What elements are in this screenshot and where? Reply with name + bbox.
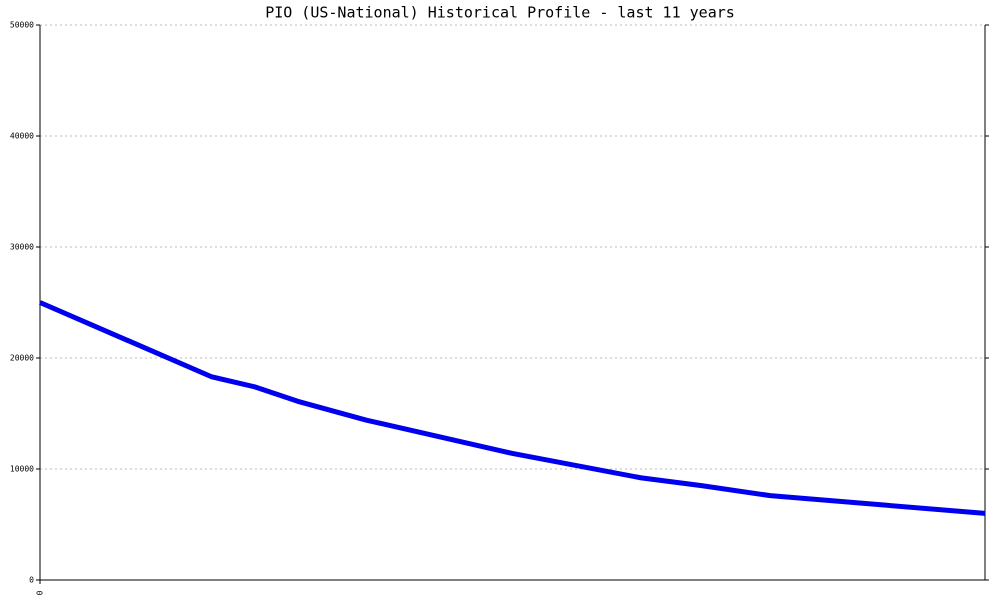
y-tick-label: 30000 <box>10 243 34 252</box>
y-tick-label: 10000 <box>10 465 34 474</box>
data-line <box>39 300 986 516</box>
y-tick-label: 40000 <box>10 132 34 141</box>
x-tick-label: 0 <box>36 590 45 595</box>
y-tick-label: 20000 <box>10 354 34 363</box>
chart-title: PIO (US-National) Historical Profile - l… <box>265 4 735 22</box>
y-tick-label: 0 <box>29 576 34 585</box>
y-tick-label: 50000 <box>10 21 34 30</box>
